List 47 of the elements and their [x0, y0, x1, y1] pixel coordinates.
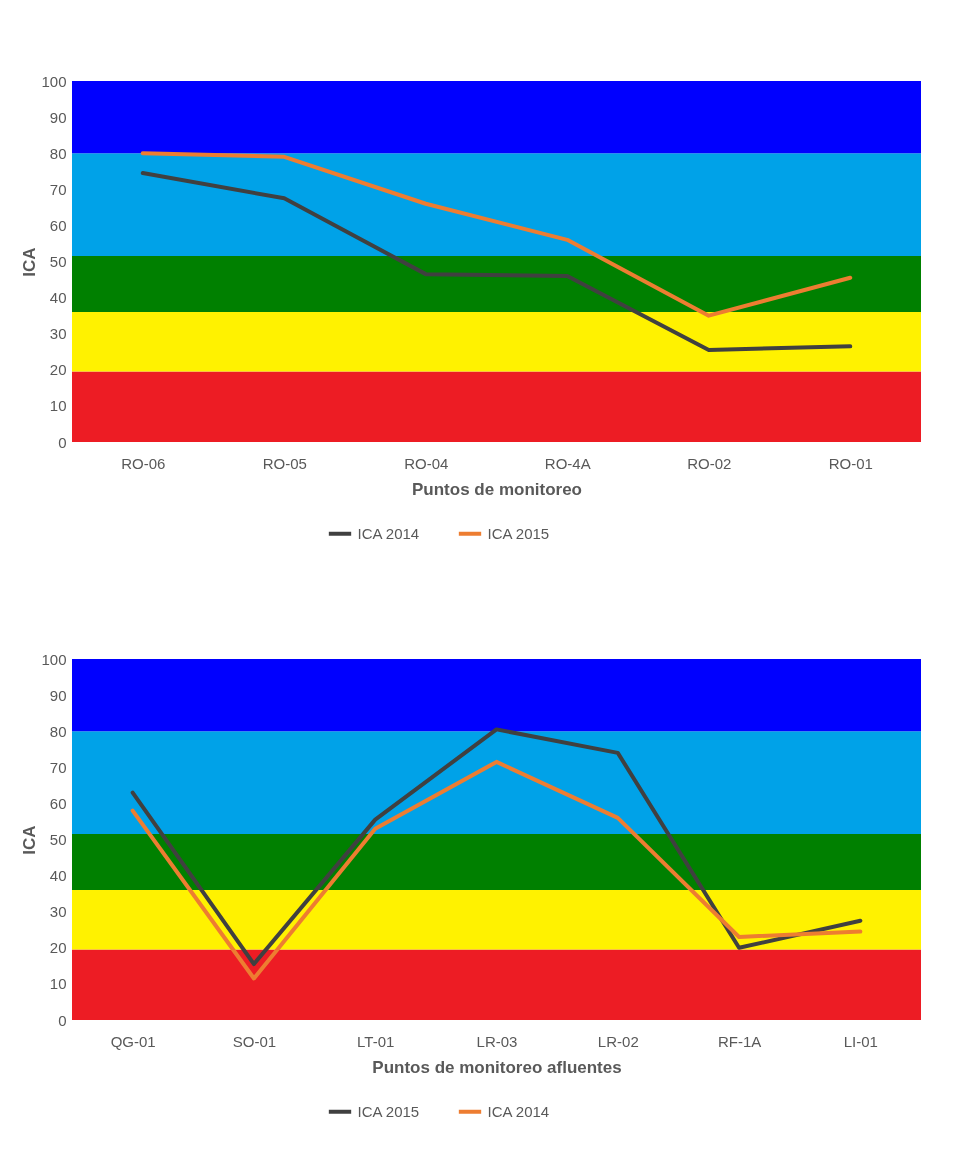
- x-tick-label: RO-4A: [544, 454, 591, 472]
- y-tick-label: 50: [49, 253, 67, 270]
- y-tick-label: 90: [49, 686, 67, 704]
- y-tick-label: 20: [49, 939, 67, 957]
- x-axis-title: Puntos de monitoreo: [412, 479, 582, 499]
- y-tick-label: 60: [49, 794, 67, 812]
- y-tick-label: 100: [41, 650, 67, 668]
- x-axis-title: Puntos de monitoreo afluentes: [372, 1057, 622, 1077]
- y-tick-label: 0: [58, 433, 67, 451]
- y-tick-label: 20: [49, 361, 67, 379]
- y-tick-label: 70: [49, 180, 67, 198]
- y-tick-label: 10: [49, 975, 67, 993]
- legend-label: ICA 2014: [357, 524, 420, 542]
- y-axis-title: ICA: [20, 825, 40, 855]
- legend-label: ICA 2015: [487, 524, 550, 542]
- y-axis-title: ICA: [20, 247, 40, 277]
- x-tick-label: LR-02: [597, 1032, 639, 1050]
- y-tick-label: 0: [58, 1011, 67, 1029]
- y-tick-label: 70: [49, 758, 67, 776]
- x-tick-label: SO-01: [232, 1032, 277, 1050]
- x-tick-label: RO-05: [262, 454, 307, 472]
- x-tick-label: LR-03: [476, 1032, 518, 1050]
- line-series: [130, 727, 863, 967]
- x-tick-label: QG-01: [110, 1032, 156, 1050]
- y-tick-label: 30: [49, 325, 67, 343]
- y-tick-label: 90: [49, 108, 67, 126]
- y-tick-label: 10: [49, 397, 67, 415]
- y-tick-label: 100: [41, 72, 67, 90]
- line-series: [140, 171, 853, 352]
- y-tick-label: 50: [49, 831, 67, 848]
- x-tick-label: LI-01: [843, 1032, 878, 1050]
- y-tick-label: 40: [49, 867, 67, 885]
- legend-label: ICA 2014: [487, 1102, 550, 1120]
- x-tick-label: RO-01: [828, 454, 873, 472]
- y-tick-label: 40: [49, 289, 67, 307]
- x-tick-label: RO-04: [404, 454, 449, 472]
- line-series: [130, 759, 863, 981]
- y-tick-label: 80: [49, 722, 67, 740]
- x-tick-label: RO-02: [687, 454, 732, 472]
- line-series: [140, 151, 853, 318]
- x-tick-label: RO-06: [121, 454, 166, 472]
- y-tick-label: 60: [49, 216, 67, 234]
- y-tick-label: 80: [49, 144, 67, 162]
- x-tick-label: LT-01: [357, 1032, 395, 1050]
- legend-label: ICA 2015: [357, 1102, 420, 1120]
- x-tick-label: RF-1A: [717, 1032, 762, 1050]
- y-tick-label: 30: [49, 903, 67, 921]
